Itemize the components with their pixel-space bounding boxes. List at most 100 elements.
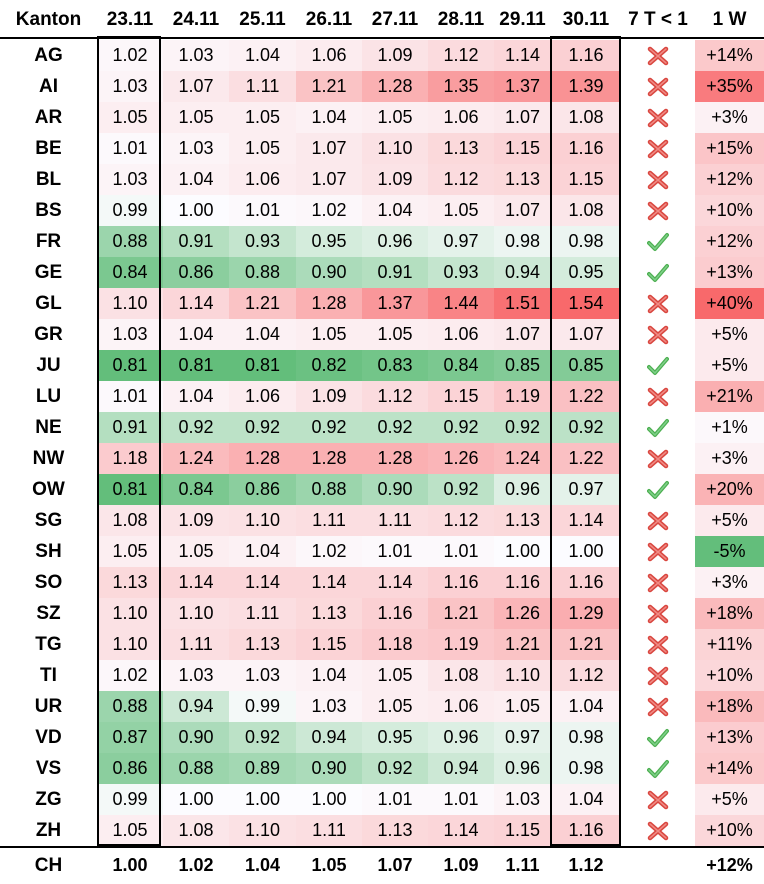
row-JU-23.11: 0.81 <box>97 350 163 381</box>
cross-icon <box>647 697 669 717</box>
row-AG-27.11: 1.09 <box>362 40 428 71</box>
row-TI-28.11: 1.08 <box>428 660 494 691</box>
row-NE-26.11: 0.92 <box>296 412 362 443</box>
row-ZG-23.11: 0.99 <box>97 784 163 815</box>
row-SO-24.11: 1.14 <box>163 567 229 598</box>
cross-icon <box>647 294 669 314</box>
row-BS-kanton: BS <box>35 200 62 221</box>
row-VS-24.11: 0.88 <box>163 753 229 784</box>
row-UR-25.11: 0.99 <box>229 691 296 722</box>
row-VS-29.11: 0.96 <box>494 753 551 784</box>
row-SG-25.11: 1.10 <box>229 505 296 536</box>
row-SO-26.11: 1.14 <box>296 567 362 598</box>
row-BS-29.11: 1.07 <box>494 195 551 226</box>
row-NE-29.11: 0.92 <box>494 412 551 443</box>
row-BE-30.11: 1.16 <box>551 133 621 164</box>
row-VD-28.11: 0.96 <box>428 722 494 753</box>
row-VD-23.11: 0.87 <box>97 722 163 753</box>
row-VS-1w: +14% <box>695 753 764 784</box>
cross-icon <box>647 604 669 624</box>
header-1: 23.11 <box>106 9 154 30</box>
row-ZG-1w: +5% <box>695 784 764 815</box>
row-ZG-30.11: 1.04 <box>551 784 621 815</box>
row-FR-1w: +12% <box>695 226 764 257</box>
row-GE-1w: +13% <box>695 257 764 288</box>
row-NW-26.11: 1.28 <box>296 443 362 474</box>
cross-icon <box>647 387 669 407</box>
row-VD-30.11: 0.98 <box>551 722 621 753</box>
row-FR-24.11: 0.91 <box>163 226 229 257</box>
row-UR-27.11: 1.05 <box>362 691 428 722</box>
row-SG-26.11: 1.11 <box>296 505 362 536</box>
row-NW-29.11: 1.24 <box>494 443 551 474</box>
row-VS-27.11: 0.92 <box>362 753 428 784</box>
row-JU-kanton: JU <box>36 355 61 376</box>
row-TI-27.11: 1.05 <box>362 660 428 691</box>
row-GE-27.11: 0.91 <box>362 257 428 288</box>
total-rule <box>0 846 764 848</box>
row-VS-kanton: VS <box>35 758 62 779</box>
row-ZH-24.11: 1.08 <box>163 815 229 846</box>
row-GE-28.11: 0.93 <box>428 257 494 288</box>
row-SZ-24.11: 1.10 <box>163 598 229 629</box>
row-NE-28.11: 0.92 <box>428 412 494 443</box>
row-GE-25.11: 0.88 <box>229 257 296 288</box>
row-BL-1w: +12% <box>695 164 764 195</box>
row-TG-27.11: 1.18 <box>362 629 428 660</box>
row-AG-25.11: 1.04 <box>229 40 296 71</box>
row-OW-23.11: 0.81 <box>97 474 163 505</box>
row-GR-30.11: 1.07 <box>551 319 621 350</box>
row-NW-kanton: NW <box>32 448 65 469</box>
header-6: 28.11 <box>437 9 485 30</box>
row-AG-24.11: 1.03 <box>163 40 229 71</box>
row-GL-kanton: GL <box>35 293 62 314</box>
row-UR-30.11: 1.04 <box>551 691 621 722</box>
row-GL-27.11: 1.37 <box>362 288 428 319</box>
row-GE-23.11: 0.84 <box>97 257 163 288</box>
row-SH-25.11: 1.04 <box>229 536 296 567</box>
row-UR-1w: +18% <box>695 691 764 722</box>
row-BL-kanton: BL <box>35 169 62 190</box>
header-3: 25.11 <box>239 9 286 30</box>
row-BE-kanton: BE <box>35 138 62 159</box>
row-ZH-29.11: 1.15 <box>494 815 551 846</box>
row-SH-kanton: SH <box>35 541 62 562</box>
row-TG-24.11: 1.11 <box>163 629 229 660</box>
row-NW-1w: +3% <box>695 443 764 474</box>
row-UR-23.11: 0.88 <box>97 691 163 722</box>
row-JU-24.11: 0.81 <box>163 350 229 381</box>
row-OW-25.11: 0.86 <box>229 474 296 505</box>
row-AI-27.11: 1.28 <box>362 71 428 102</box>
row-OW-24.11: 0.84 <box>163 474 229 505</box>
row-ZG-27.11: 1.01 <box>362 784 428 815</box>
row-GL-28.11: 1.44 <box>428 288 494 319</box>
row-NW-25.11: 1.28 <box>229 443 296 474</box>
row-TI-29.11: 1.10 <box>494 660 551 691</box>
row-VD-27.11: 0.95 <box>362 722 428 753</box>
row-SH-30.11: 1.00 <box>551 536 621 567</box>
row-SG-29.11: 1.13 <box>494 505 551 536</box>
row-VS-28.11: 0.94 <box>428 753 494 784</box>
row-UR-26.11: 1.03 <box>296 691 362 722</box>
cross-icon <box>647 635 669 655</box>
row-AR-25.11: 1.05 <box>229 102 296 133</box>
check-icon <box>647 356 669 376</box>
row-SZ-27.11: 1.16 <box>362 598 428 629</box>
row-VD-24.11: 0.90 <box>163 722 229 753</box>
header-5: 27.11 <box>371 9 419 30</box>
row-VD-1w: +13% <box>695 722 764 753</box>
row-FR-23.11: 0.88 <box>97 226 163 257</box>
row-LU-1w: +21% <box>695 381 764 412</box>
row-AG-29.11: 1.14 <box>494 40 551 71</box>
row-GL-24.11: 1.14 <box>163 288 229 319</box>
row-BE-27.11: 1.10 <box>362 133 428 164</box>
row-TG-29.11: 1.21 <box>494 629 551 660</box>
cross-icon <box>647 170 669 190</box>
row-LU-27.11: 1.12 <box>362 381 428 412</box>
row-BL-27.11: 1.09 <box>362 164 428 195</box>
row-FR-25.11: 0.93 <box>229 226 296 257</box>
row-ZG-26.11: 1.00 <box>296 784 362 815</box>
row-SH-24.11: 1.05 <box>163 536 229 567</box>
row-SO-27.11: 1.14 <box>362 567 428 598</box>
row-TI-kanton: TI <box>40 665 57 686</box>
